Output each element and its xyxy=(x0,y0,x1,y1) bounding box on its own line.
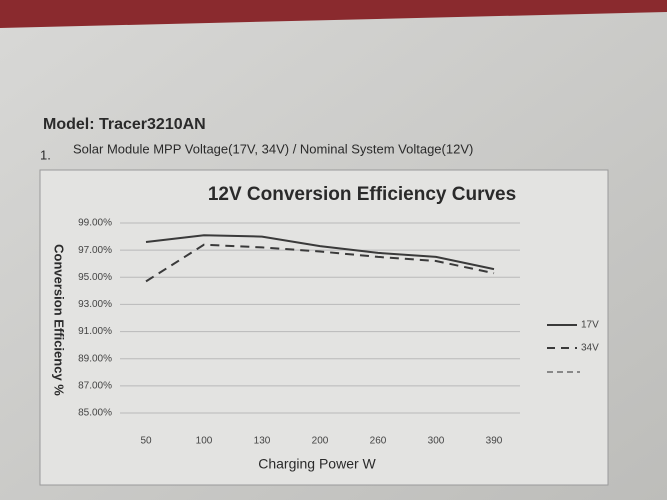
x-tick-label: 390 xyxy=(486,436,503,447)
item-number: 1. xyxy=(40,147,51,162)
x-tick-label: 100 xyxy=(196,436,213,447)
y-tick-label: 99.00% xyxy=(78,218,112,229)
item-text: Solar Module MPP Voltage(17V, 34V) / Nom… xyxy=(73,141,473,156)
model-title: Model: Tracer3210AN xyxy=(43,116,206,133)
x-tick-label: 260 xyxy=(370,436,387,447)
y-axis-label: Conversion Efficiency % xyxy=(52,244,67,396)
chart-title: 12V Conversion Efficiency Curves xyxy=(208,184,516,205)
series-line xyxy=(145,234,495,271)
y-tick-label: 97.00% xyxy=(78,245,112,256)
y-tick-label: 89.00% xyxy=(78,353,112,364)
y-tick-label: 91.00% xyxy=(78,326,112,337)
y-tick-label: 93.00% xyxy=(78,299,112,310)
x-tick-label: 50 xyxy=(140,436,152,447)
x-tick-label: 200 xyxy=(312,436,329,447)
x-tick-label: 130 xyxy=(254,436,271,447)
series-line xyxy=(145,243,495,283)
y-tick-label: 87.00% xyxy=(78,380,112,391)
x-axis-label: Charging Power W xyxy=(258,456,376,472)
y-tick-label: 85.00% xyxy=(78,408,112,419)
legend-label: 34V xyxy=(581,343,599,354)
legend-label: 17V xyxy=(581,320,599,331)
x-tick-label: 300 xyxy=(428,436,445,447)
y-tick-label: 95.00% xyxy=(78,272,112,283)
